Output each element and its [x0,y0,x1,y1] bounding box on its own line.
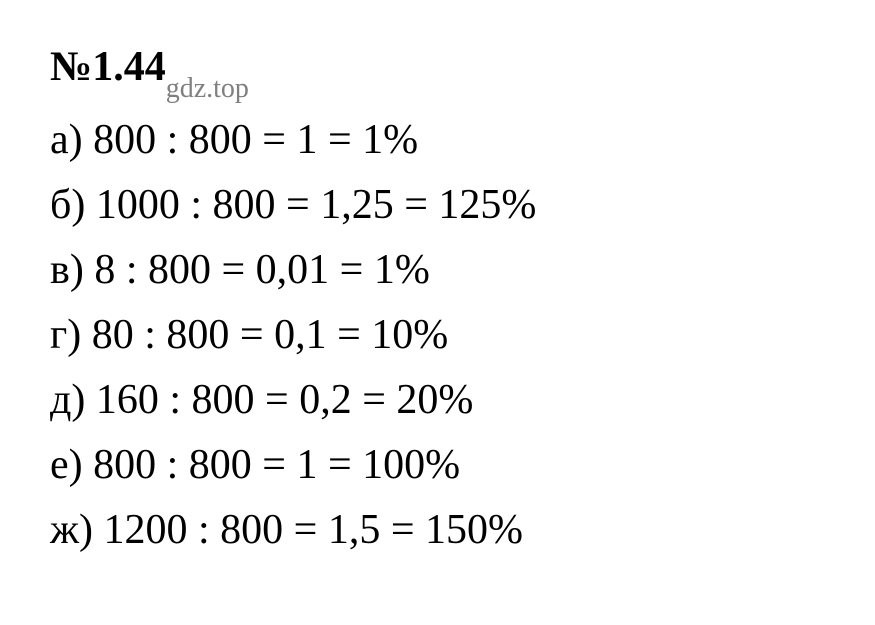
exercise-number: №1.44 [50,44,166,90]
line-label: а) [50,117,83,163]
solution-line: д) 160 : 800 = 0,2 = 20% [50,368,825,433]
line-label: в) [50,247,84,293]
line-label: е) [50,442,83,488]
solution-line: б) 1000 : 800 = 1,25 = 125% [50,173,825,238]
exercise-title: №1.44gdz.top [50,40,825,100]
solution-line: г) 80 : 800 = 0,1 = 10% [50,303,825,368]
line-expression: 1000 : 800 = 1,25 = 125% [96,182,537,228]
solution-line: в) 8 : 800 = 0,01 = 1% [50,238,825,303]
line-expression: 800 : 800 = 1 = 1% [93,117,418,163]
line-expression: 80 : 800 = 0,1 = 10% [92,312,449,358]
line-expression: 160 : 800 = 0,2 = 20% [96,377,474,423]
line-label: б) [50,182,85,228]
watermark-subscript: gdz.top [166,73,249,104]
line-expression: 1200 : 800 = 1,5 = 150% [104,507,524,553]
solution-line: е) 800 : 800 = 1 = 100% [50,433,825,498]
solution-line: ж) 1200 : 800 = 1,5 = 150% [50,498,825,563]
line-label: д) [50,377,85,423]
line-expression: 800 : 800 = 1 = 100% [93,442,460,488]
line-label: г) [50,312,81,358]
solution-line: а) 800 : 800 = 1 = 1% [50,108,825,173]
line-expression: 8 : 800 = 0,01 = 1% [94,247,430,293]
line-label: ж) [50,507,93,553]
